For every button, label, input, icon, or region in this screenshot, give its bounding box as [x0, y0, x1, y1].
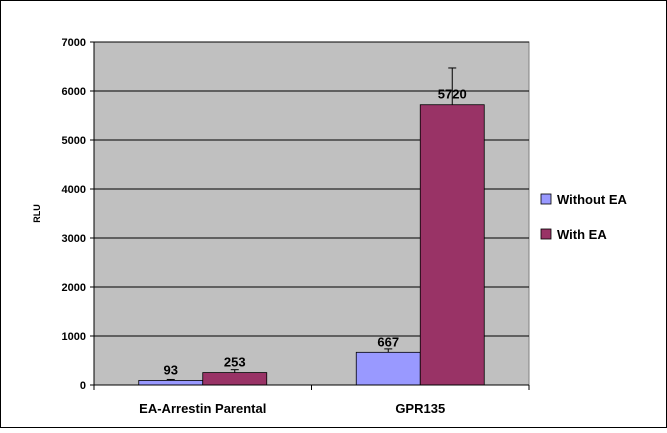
y-tick-label: 0	[80, 380, 86, 392]
legend-swatch	[540, 228, 552, 240]
data-label: 93	[164, 362, 178, 377]
y-tick-label: 3000	[62, 233, 86, 245]
bar	[355, 351, 421, 386]
bars: 93 253 667 5720	[138, 67, 485, 386]
axes: 0 1000 2000 3000 4000 5000 6000 7000 EA-Arrestin…	[62, 37, 530, 416]
y-tick-label: 1000	[62, 331, 86, 343]
legend-swatch	[540, 193, 552, 205]
y-tick-label: 2000	[62, 282, 86, 294]
y-tick-label: 4000	[62, 184, 86, 196]
data-label: 667	[377, 334, 399, 349]
data-label: 5720	[438, 87, 467, 102]
x-category-label: GPR135	[395, 401, 445, 416]
legend-label: With EA	[557, 227, 607, 242]
y-axis-title: RLU	[32, 204, 42, 223]
legend-label: Without EA	[557, 192, 628, 207]
bar	[419, 104, 485, 386]
x-category-label: EA-Arrestin Parental	[139, 401, 266, 416]
y-tick-label: 5000	[62, 135, 86, 147]
legend: Without EA With EA	[540, 192, 628, 242]
data-label: 253	[224, 355, 246, 370]
bar	[202, 372, 268, 386]
bar	[138, 380, 204, 386]
y-tick-label: 7000	[62, 37, 86, 49]
y-tick-label: 6000	[62, 86, 86, 98]
